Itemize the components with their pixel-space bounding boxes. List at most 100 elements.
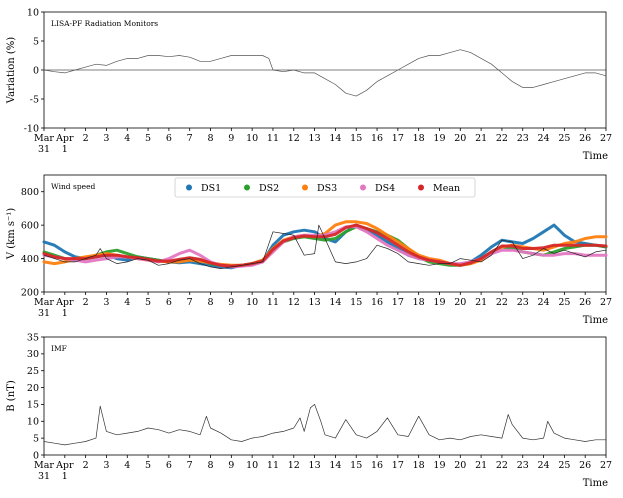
y-tick-label: 15 — [27, 400, 39, 411]
x-tick-label: 11 — [267, 297, 279, 308]
x-tick-sublabel: 1 — [62, 144, 68, 155]
y-tick-label: -5 — [30, 94, 39, 105]
x-tick-label: 13 — [309, 297, 321, 308]
x-tick-label: 22 — [496, 133, 508, 144]
x-tick-label: 15 — [350, 460, 362, 471]
legend-marker-ds1 — [186, 184, 192, 191]
x-tick-label: 15 — [350, 297, 362, 308]
y-tick-label: 0 — [33, 65, 39, 76]
x-tick-label: 25 — [558, 460, 570, 471]
series-line-measured — [43, 404, 607, 446]
x-tick-label: Mar — [34, 297, 54, 308]
x-axis-label: Time — [583, 151, 608, 162]
x-tick-label: 7 — [187, 460, 193, 471]
x-tick-label: 20 — [454, 133, 466, 144]
legend-label-mean: Mean — [433, 183, 460, 194]
x-tick-label: 4 — [124, 297, 130, 308]
x-tick-label: 9 — [228, 460, 234, 471]
x-tick-label: 21 — [475, 460, 487, 471]
x-tick-label: 6 — [166, 297, 172, 308]
x-tick-label: 14 — [329, 460, 341, 471]
x-tick-label: 16 — [371, 133, 383, 144]
x-tick-label: 19 — [433, 460, 445, 471]
x-tick-label: 15 — [350, 133, 362, 144]
x-tick-label: 27 — [600, 460, 612, 471]
y-axis-label: Variation (%) — [6, 37, 17, 104]
y-tick-label: 0 — [33, 450, 39, 461]
x-tick-label: 3 — [103, 297, 109, 308]
x-tick-label: 23 — [517, 460, 529, 471]
y-tick-label: 600 — [21, 220, 39, 231]
x-tick-label: 25 — [558, 297, 570, 308]
series-line-mean — [42, 223, 608, 268]
x-tick-label: 19 — [433, 133, 445, 144]
y-tick-label: 800 — [21, 187, 39, 198]
x-tick-label: 18 — [413, 297, 425, 308]
x-tick-label: 4 — [124, 133, 130, 144]
x-tick-label: 2 — [83, 460, 89, 471]
x-axis-label: Time — [583, 315, 608, 326]
y-tick-label: 20 — [27, 383, 39, 394]
x-tick-label: 7 — [187, 133, 193, 144]
x-axis-label: Time — [583, 478, 608, 489]
x-tick-label: 18 — [413, 133, 425, 144]
y-tick-label: 5 — [33, 36, 39, 47]
x-tick-label: 23 — [517, 133, 529, 144]
legend-label-ds4: DS4 — [375, 183, 395, 194]
x-tick-label: 14 — [329, 133, 341, 144]
legend-marker-ds2 — [244, 184, 250, 191]
x-tick-label: 8 — [207, 297, 213, 308]
x-tick-sublabel: 31 — [38, 471, 50, 482]
x-tick-label: 10 — [246, 297, 258, 308]
y-tick-label: 10 — [27, 417, 39, 428]
x-tick-label: 9 — [228, 297, 234, 308]
x-tick-label: 6 — [166, 133, 172, 144]
x-tick-sublabel: 1 — [62, 308, 68, 319]
x-tick-label: 13 — [309, 133, 321, 144]
x-tick-label: 19 — [433, 297, 445, 308]
x-tick-label: 8 — [207, 460, 213, 471]
y-tick-label: 25 — [27, 366, 39, 377]
x-tick-label: 2 — [83, 297, 89, 308]
x-tick-label: 24 — [538, 133, 550, 144]
x-tick-label: 26 — [579, 297, 591, 308]
x-tick-sublabel: 31 — [38, 144, 50, 155]
x-tick-label: 11 — [267, 460, 279, 471]
legend-label-ds3: DS3 — [317, 183, 337, 194]
plot-frame — [43, 174, 607, 293]
x-tick-label: 22 — [496, 460, 508, 471]
x-tick-label: Apr — [55, 297, 74, 308]
y-tick-label: -10 — [24, 123, 39, 134]
x-tick-label: 17 — [392, 133, 404, 144]
series-line-measured — [43, 224, 607, 269]
x-tick-label: 24 — [538, 297, 550, 308]
x-tick-label: 11 — [267, 133, 279, 144]
x-tick-sublabel: 1 — [62, 471, 68, 482]
x-tick-label: 21 — [475, 133, 487, 144]
legend-label-ds2: DS2 — [259, 183, 279, 194]
y-axis-label: B (nT) — [6, 380, 17, 412]
x-tick-label: 27 — [600, 133, 612, 144]
x-tick-label: 8 — [207, 133, 213, 144]
x-tick-label: 12 — [288, 460, 300, 471]
x-tick-label: 10 — [246, 133, 258, 144]
x-tick-label: 27 — [600, 297, 612, 308]
x-tick-label: 12 — [288, 133, 300, 144]
x-tick-label: 18 — [413, 460, 425, 471]
legend-marker-ds3 — [302, 184, 308, 191]
x-tick-label: Mar — [34, 133, 54, 144]
x-tick-label: 4 — [124, 460, 130, 471]
legend-box — [174, 177, 476, 198]
series-line-measured — [43, 49, 607, 97]
x-tick-label: 23 — [517, 297, 529, 308]
x-tick-label: 6 — [166, 460, 172, 471]
panel-annotation: Wind speed — [51, 182, 96, 191]
x-tick-label: 5 — [145, 133, 151, 144]
y-axis-label: V (km s⁻¹) — [6, 208, 17, 260]
x-tick-label: 20 — [454, 460, 466, 471]
x-tick-label: Apr — [55, 460, 74, 471]
x-tick-label: 20 — [454, 297, 466, 308]
